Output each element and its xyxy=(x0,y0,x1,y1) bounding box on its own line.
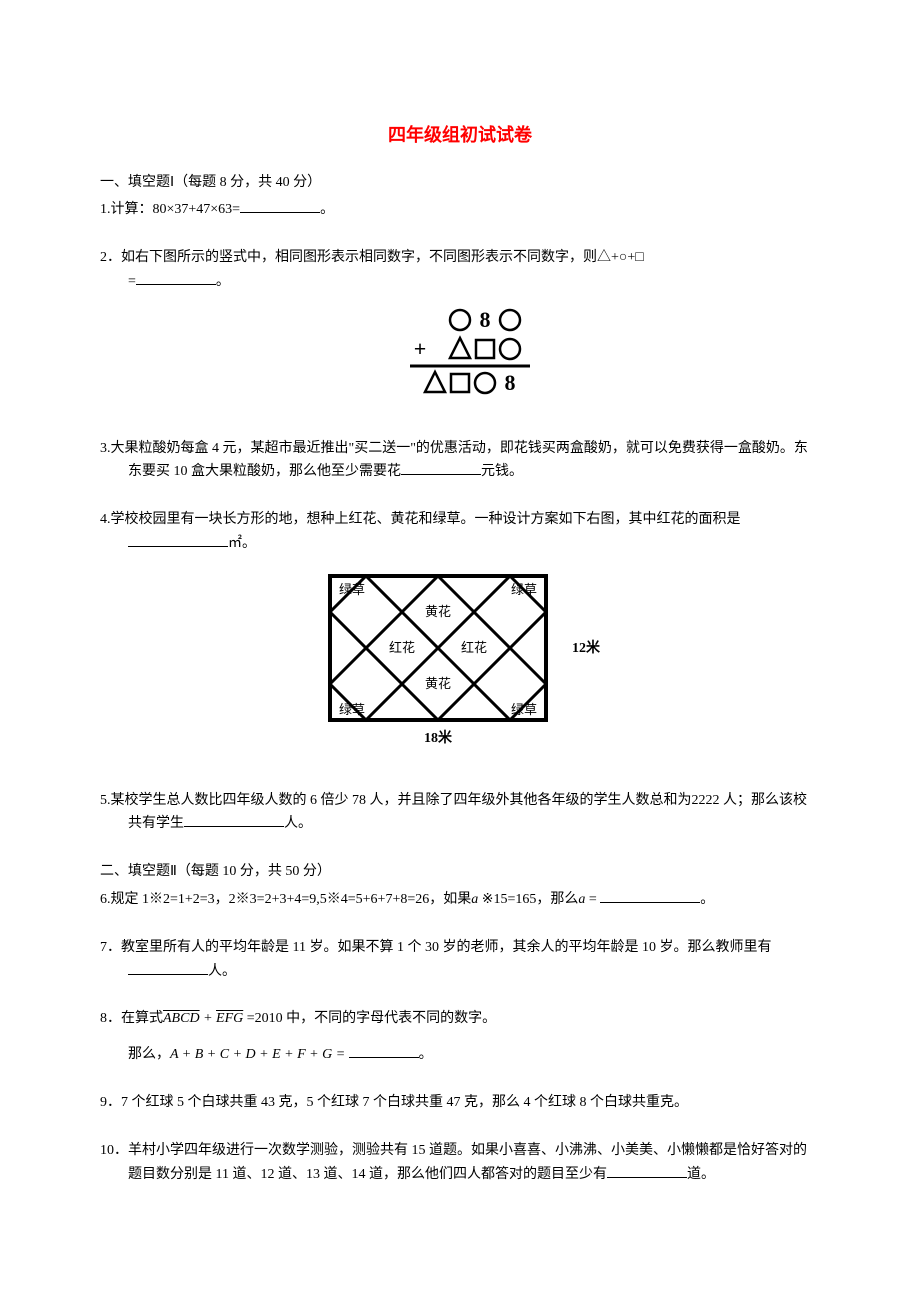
q1-blank xyxy=(240,199,320,213)
q6-text-a: 6.规定 1※2=1+2=3，2※3=2+3+4=9,5※4=5+6+7+8=2… xyxy=(100,892,471,907)
q8-efg: EFG xyxy=(216,1011,243,1026)
q5-blank xyxy=(184,813,284,827)
q6-suffix: 。 xyxy=(700,892,714,907)
question-1: 1.计算：80×37+47×63= 。 xyxy=(100,198,820,222)
q6-blank xyxy=(600,889,700,903)
q8-blank xyxy=(349,1044,419,1058)
page-title: 四年级组初试试卷 xyxy=(100,120,820,151)
q5-suffix: 人。 xyxy=(284,816,312,831)
q8-plus: + xyxy=(200,1011,216,1026)
q4-blank xyxy=(128,533,228,547)
q2-blank xyxy=(136,271,216,285)
addition-figure: 8 + 8 xyxy=(100,304,820,413)
q8-text-a: 8．在算式 xyxy=(100,1011,163,1026)
section-1-header: 一、填空题Ⅰ（每题 8 分，共 40 分） xyxy=(100,171,820,195)
question-6: 6.规定 1※2=1+2=3，2※3=2+3+4=9,5※4=5+6+7+8=2… xyxy=(100,888,820,912)
svg-text:绿草: 绿草 xyxy=(511,702,537,717)
question-4: 4.学校校园里有一块长方形的地，想种上红花、黄花和绿草。一种设计方案如下右图，其… xyxy=(100,508,820,764)
q8-suffix: 。 xyxy=(419,1047,433,1062)
question-8: 8．在算式ABCD + EFG =2010 中，不同的字母代表不同的数字。 那么… xyxy=(100,1007,820,1067)
q4-text: 4.学校校园里有一块长方形的地，想种上红花、黄花和绿草。一种设计方案如下右图，其… xyxy=(100,512,741,527)
question-2: 2．如右下图所示的竖式中，相同图形表示相同数字，不同图形表示不同数字，则△+○+… xyxy=(100,246,820,412)
svg-text:红花: 红花 xyxy=(389,640,415,655)
q2-text2: = xyxy=(128,274,136,289)
fig-digit-8b: 8 xyxy=(505,370,516,395)
q7-blank xyxy=(128,961,208,975)
q4-suffix: ㎡。 xyxy=(228,536,256,551)
q9-text: 9．7 个红球 5 个白球共重 43 克，5 个红球 7 个白球共重 47 克，… xyxy=(100,1095,688,1110)
svg-text:+: + xyxy=(414,336,427,361)
q1-suffix: 。 xyxy=(320,202,334,217)
question-7: 7．教室里所有人的平均年龄是 11 岁。如果不算 1 个 30 岁的老师，其余人… xyxy=(100,936,820,984)
q7-suffix: 人。 xyxy=(208,964,236,979)
fig-digit-8: 8 xyxy=(480,307,491,332)
q6-text-b: ※15=165，那么 xyxy=(478,892,578,907)
question-10: 10．羊村小学四年级进行一次数学测验，测验共有 15 道题。如果小喜喜、小沸沸、… xyxy=(100,1139,820,1187)
question-9: 9．7 个红球 5 个白球共重 43 克，5 个红球 7 个白球共重 47 克，… xyxy=(100,1091,820,1115)
svg-text:黄花: 黄花 xyxy=(425,604,451,619)
q6-text-c: = xyxy=(585,892,600,907)
q3-suffix: 元钱。 xyxy=(481,464,523,479)
svg-text:绿草: 绿草 xyxy=(339,582,365,597)
q10-suffix: 道。 xyxy=(687,1167,715,1182)
svg-text:绿草: 绿草 xyxy=(511,582,537,597)
question-3: 3.大果粒酸奶每盒 4 元，某超市最近推出"买二送一"的优惠活动，即花钱买两盒酸… xyxy=(100,437,820,485)
q10-blank xyxy=(607,1164,687,1178)
garden-figure: 绿草 绿草 绿草 绿草 黄花 黄花 红花 红花 12米 18米 xyxy=(100,566,820,765)
section-2-header: 二、填空题Ⅱ（每题 10 分，共 50 分） xyxy=(100,860,820,884)
svg-text:绿草: 绿草 xyxy=(339,702,365,717)
q8-abcd: ABCD xyxy=(163,1011,200,1026)
svg-text:12米: 12米 xyxy=(572,639,601,656)
q7-text: 7．教室里所有人的平均年龄是 11 岁。如果不算 1 个 30 岁的老师，其余人… xyxy=(100,940,771,955)
q2-text: 2．如右下图所示的竖式中，相同图形表示相同数字，不同图形表示不同数字，则△+○+… xyxy=(100,250,644,265)
q1-text: 1.计算：80×37+47×63= xyxy=(100,202,240,217)
svg-text:18米: 18米 xyxy=(424,729,453,746)
svg-text:黄花: 黄花 xyxy=(425,676,451,691)
question-5: 5.某校学生总人数比四年级人数的 6 倍少 78 人，并且除了四年级外其他各年级… xyxy=(100,789,820,837)
svg-text:红花: 红花 xyxy=(461,640,487,655)
q8-text-b: =2010 中，不同的字母代表不同的数字。 xyxy=(243,1011,496,1026)
q8-text-c: 那么， xyxy=(128,1047,170,1062)
q8-sum: A + B + C + D + E + F + G = xyxy=(170,1047,349,1062)
q3-blank xyxy=(401,461,481,475)
q2-suffix: 。 xyxy=(216,274,230,289)
